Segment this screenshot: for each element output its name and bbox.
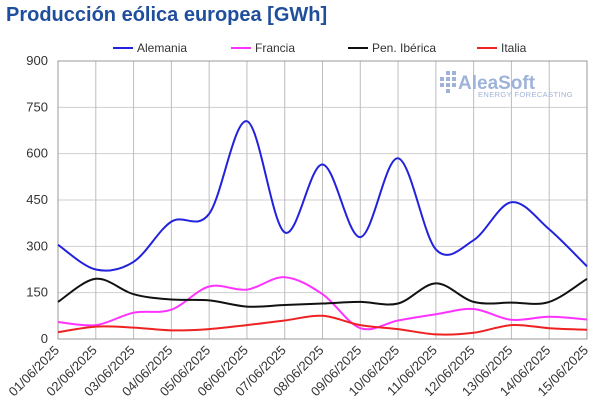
series-line-alemania: [57, 120, 588, 272]
y-tick-label: 300: [26, 238, 48, 253]
logo-dot: [446, 77, 450, 81]
series-line-pen-ib-rica: [57, 277, 588, 308]
y-tick-label: 600: [26, 146, 48, 161]
y-tick-label: 450: [26, 192, 48, 207]
grid: [57, 60, 588, 340]
logo-dot: [446, 71, 450, 75]
logo-dot: [440, 83, 444, 87]
series-lines: [57, 120, 588, 336]
logo-name: AleaSoft: [458, 73, 536, 94]
legend-label-francia: Francia: [255, 41, 295, 55]
logo-tagline: ENERGY FORECASTING: [478, 90, 573, 99]
series-line-francia: [57, 276, 588, 331]
y-tick-label: 0: [41, 331, 48, 346]
y-tick-label: 150: [26, 285, 48, 300]
y-tick-label: 900: [26, 53, 48, 68]
logo-dot: [452, 77, 456, 81]
logo-dot: [446, 83, 450, 87]
chart-title: Producción eólica europea [GWh]: [6, 4, 328, 26]
legend-label-alemania: Alemania: [137, 41, 187, 55]
legend-label-italia: Italia: [501, 41, 527, 55]
series-line-italia: [57, 314, 588, 336]
y-tick-label: 750: [26, 99, 48, 114]
axes: 015030045060075090001/06/202502/06/20250…: [5, 53, 591, 399]
legend: Alemania Francia Pen. Ibérica Italia: [113, 41, 527, 55]
plot-area-border: [57, 60, 588, 340]
logo-dot: [452, 71, 456, 75]
logo-dot: [446, 89, 450, 93]
legend-label-pen-ib-rica: Pen. Ibérica: [372, 41, 436, 55]
logo-dot: [440, 77, 444, 81]
logo-dot: [452, 83, 456, 87]
